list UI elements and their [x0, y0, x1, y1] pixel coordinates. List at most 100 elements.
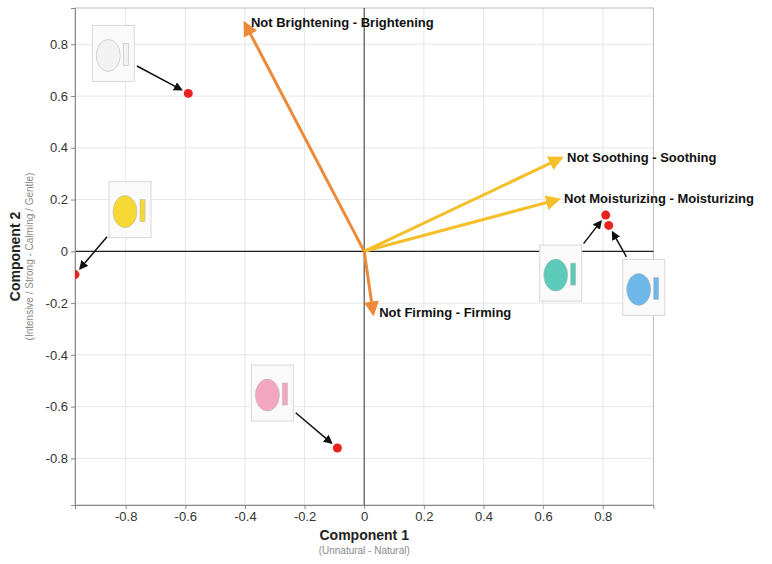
point: [333, 444, 342, 453]
icon-vial: [123, 43, 128, 65]
icon-box: [251, 365, 293, 421]
product-icon: [92, 25, 134, 81]
tick-mark: [71, 303, 75, 304]
icon-pointer: [613, 232, 627, 256]
icon-vial: [140, 200, 145, 222]
tick-label: 0.8: [50, 37, 68, 52]
icon-pointer: [584, 221, 601, 243]
icon-pointer: [137, 66, 181, 90]
tick-label: -0.2: [46, 296, 68, 311]
tick: 0.6: [535, 505, 553, 524]
tick-label: -0.6: [175, 509, 197, 524]
tick-mark: [71, 44, 75, 45]
loading-arrow: [364, 158, 561, 251]
loading-label: Not Firming - Firming: [379, 305, 511, 320]
tick-mark: [71, 407, 75, 408]
grid-line: [483, 8, 484, 505]
tick-label: 0.4: [50, 140, 68, 155]
tick-label: 0.2: [415, 509, 433, 524]
tick: 0: [61, 244, 75, 259]
tick: -0.6: [46, 399, 75, 414]
grid-line: [304, 8, 305, 505]
icon-pointer: [80, 237, 107, 269]
icon-pointer: [296, 413, 332, 443]
product-icon: [109, 182, 151, 238]
loading-label: Not Brightening - Brightening: [251, 15, 434, 30]
tick: -0.2: [46, 296, 75, 311]
tick: 0.2: [50, 192, 75, 207]
point: [604, 221, 613, 230]
icon-vial: [282, 383, 287, 405]
icon-face: [96, 39, 120, 71]
grid-line: [602, 8, 603, 505]
point: [184, 89, 193, 98]
tick: -0.8: [46, 451, 75, 466]
tick: -0.8: [115, 505, 137, 524]
tick-label: 0.4: [475, 509, 493, 524]
icon-box: [623, 259, 665, 315]
point: [75, 270, 80, 279]
icon-vial: [571, 263, 576, 285]
tick-label: 0: [61, 244, 68, 259]
plot-frame: [75, 8, 653, 505]
loading-label: Not Soothing - Soothing: [567, 150, 717, 165]
tick-label: -0.4: [46, 348, 68, 363]
plot-area: [75, 24, 613, 453]
grid-line: [125, 8, 126, 505]
icon-box: [109, 182, 151, 238]
tick: 0.2: [415, 505, 433, 524]
loading-arrow: [364, 251, 373, 313]
grid-line: [185, 8, 186, 505]
tick: 0.8: [50, 37, 75, 52]
tick-label: -0.4: [234, 509, 256, 524]
tick-label: -0.2: [294, 509, 316, 524]
loading-arrow: [245, 24, 364, 252]
tick: 0: [361, 505, 368, 524]
icon-box: [92, 25, 134, 81]
tick-label: -0.6: [46, 399, 68, 414]
tick-label: 0.2: [50, 192, 68, 207]
icon-box: [540, 245, 582, 301]
y-axis-subtitle: (Intensive / Strong - Calming / Gentle): [24, 173, 35, 341]
tick-mark: [71, 458, 75, 459]
tick-mark: [71, 251, 75, 252]
icon-face: [113, 196, 137, 228]
tick: -0.2: [294, 505, 316, 524]
x-axis-title: Component 1: [319, 527, 409, 543]
tick-mark: [71, 96, 75, 97]
y-axis-title: Component 2: [7, 212, 23, 302]
y-axis: -0.8 -0.6 -0.4 -0.2 0 0.2 0.4 0.6 0.8: [46, 9, 76, 506]
icon-face: [627, 273, 651, 305]
tick-label: 0.6: [535, 509, 553, 524]
x-axis-subtitle: (Unnatural - Natural): [319, 545, 410, 556]
product-icons: [80, 25, 665, 442]
loading-label: Not Moisturizing - Moisturizing: [564, 191, 754, 206]
icon-vial: [654, 277, 659, 299]
icon-face: [255, 379, 279, 411]
product-icon: [540, 245, 582, 301]
tick-mark: [71, 148, 75, 149]
tick: -0.6: [175, 505, 197, 524]
tick-mark: [71, 200, 75, 201]
icon-face: [544, 259, 568, 291]
tick-label: -0.8: [46, 451, 68, 466]
grid: [75, 8, 653, 505]
tick-label: 0: [361, 509, 368, 524]
tick-mark: [71, 355, 75, 356]
x-axis: -0.8 -0.6 -0.4 -0.2 0 0.2 0.4 0.6 0.8: [76, 505, 654, 524]
point: [601, 211, 610, 220]
tick: 0.6: [50, 89, 75, 104]
loading-arrow: [364, 200, 558, 252]
chart: -0.8-0.6-0.4-0.200.20.40.60.8-0.8-0.6-0.…: [0, 0, 772, 564]
tick-label: 0.8: [594, 509, 612, 524]
grid-line: [244, 8, 245, 505]
tick: 0.8: [594, 505, 612, 524]
tick: 0.4: [50, 140, 75, 155]
tick-label: -0.8: [115, 509, 137, 524]
tick: -0.4: [46, 348, 75, 363]
axis-line: [71, 9, 76, 506]
tick-label: 0.6: [50, 89, 68, 104]
product-icon: [251, 365, 293, 421]
tick: 0.4: [475, 505, 493, 524]
product-icon: [623, 259, 665, 315]
